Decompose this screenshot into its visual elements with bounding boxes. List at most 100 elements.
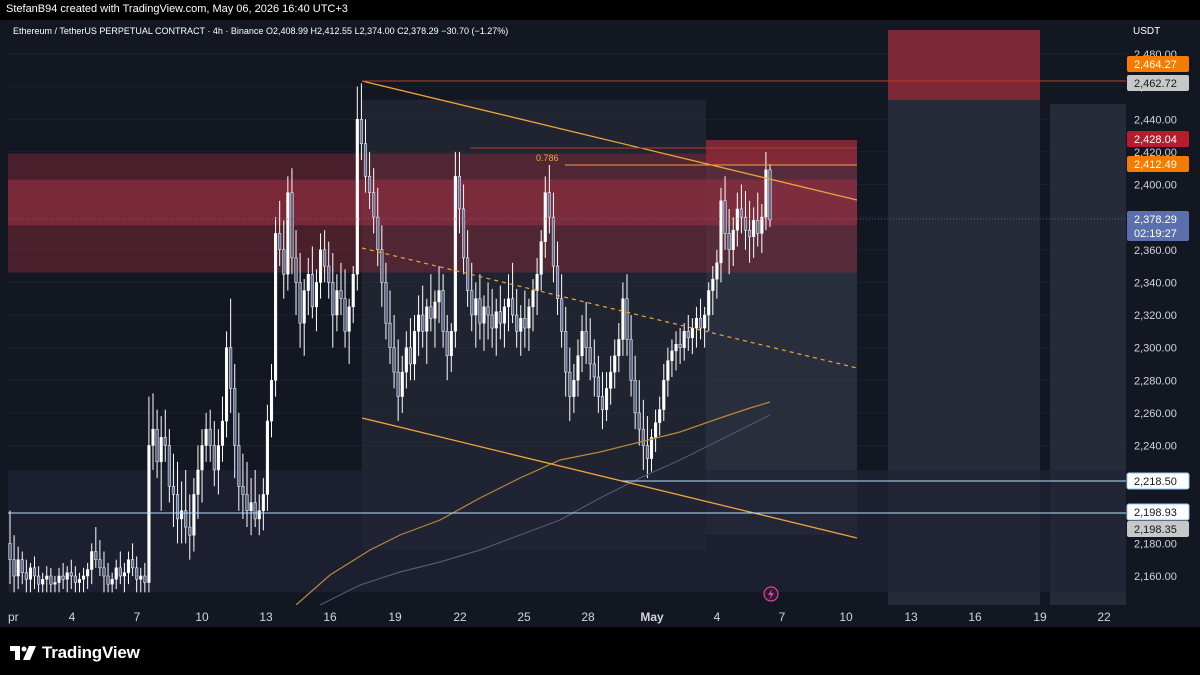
candle[interactable] — [257, 494, 261, 536]
candle[interactable] — [241, 453, 245, 519]
price-tag[interactable]: 2,464.27 — [1127, 56, 1189, 72]
price-tag[interactable]: 2,198.93 — [1126, 503, 1190, 521]
candle[interactable] — [674, 331, 678, 371]
candle[interactable] — [343, 269, 347, 348]
candle[interactable] — [73, 566, 77, 593]
candle[interactable] — [188, 494, 192, 560]
candle[interactable] — [220, 396, 225, 462]
candle[interactable] — [654, 409, 658, 453]
footer-logo[interactable]: TradingView — [10, 642, 140, 664]
candle[interactable] — [323, 230, 327, 283]
candle[interactable] — [81, 567, 86, 593]
candle[interactable] — [12, 535, 16, 593]
candle[interactable] — [564, 306, 568, 397]
candle[interactable] — [41, 572, 45, 593]
candle[interactable] — [519, 305, 523, 356]
candle[interactable] — [698, 298, 703, 340]
candle[interactable] — [686, 315, 690, 351]
candle[interactable] — [65, 566, 69, 593]
candle[interactable] — [155, 409, 159, 479]
candle[interactable] — [613, 339, 617, 389]
candle[interactable] — [670, 339, 674, 377]
candle[interactable] — [649, 429, 654, 472]
candle[interactable] — [143, 562, 147, 593]
candle[interactable] — [20, 551, 24, 585]
candle[interactable] — [24, 559, 28, 593]
candle[interactable] — [32, 556, 37, 590]
candle[interactable] — [122, 562, 126, 593]
candle[interactable] — [617, 323, 621, 373]
candle[interactable] — [175, 461, 180, 544]
candle[interactable] — [131, 543, 135, 576]
candle[interactable] — [45, 566, 49, 593]
price-tag[interactable]: 2,218.50 — [1126, 472, 1190, 490]
candle[interactable] — [466, 230, 470, 307]
candle[interactable] — [53, 576, 57, 593]
price-tag[interactable]: 2,412.49 — [1127, 156, 1189, 172]
candle[interactable] — [61, 562, 65, 590]
candle[interactable] — [102, 551, 106, 593]
candle[interactable] — [580, 315, 584, 373]
candle[interactable] — [98, 540, 102, 576]
candle[interactable] — [392, 315, 396, 389]
candle[interactable] — [380, 225, 384, 307]
candle[interactable] — [768, 164, 772, 227]
candle[interactable] — [37, 566, 41, 593]
candle[interactable] — [216, 429, 220, 495]
candle[interactable] — [363, 119, 368, 193]
candle[interactable] — [290, 168, 294, 275]
candle[interactable] — [302, 279, 306, 356]
candle[interactable] — [126, 551, 131, 585]
candle[interactable] — [8, 510, 12, 585]
candle[interactable] — [739, 184, 743, 234]
candle[interactable] — [723, 176, 727, 250]
candle[interactable] — [269, 363, 274, 438]
candle[interactable] — [114, 559, 118, 590]
candle[interactable] — [731, 217, 735, 267]
candle[interactable] — [748, 200, 752, 263]
candle[interactable] — [180, 481, 184, 544]
candle[interactable] — [445, 315, 449, 381]
candle[interactable] — [86, 562, 90, 590]
candle[interactable] — [641, 399, 645, 470]
candle[interactable] — [298, 253, 302, 348]
candle[interactable] — [233, 363, 237, 479]
candle[interactable] — [57, 567, 61, 593]
candle[interactable] — [94, 527, 98, 568]
candle[interactable] — [229, 298, 233, 413]
currency-label[interactable]: USDT — [1133, 26, 1161, 37]
candle[interactable] — [605, 372, 609, 422]
candle[interactable] — [543, 176, 547, 258]
candle[interactable] — [453, 151, 457, 348]
candle[interactable] — [449, 323, 453, 373]
candle[interactable] — [645, 416, 649, 479]
candle[interactable] — [515, 288, 519, 348]
candle[interactable] — [69, 559, 73, 590]
candle[interactable] — [306, 257, 310, 315]
candle[interactable] — [756, 192, 760, 247]
candle[interactable] — [547, 164, 551, 234]
candle[interactable] — [743, 191, 748, 250]
candle[interactable] — [609, 355, 613, 405]
candle[interactable] — [555, 241, 560, 315]
candle[interactable] — [482, 295, 486, 351]
candle[interactable] — [678, 328, 682, 364]
candle[interactable] — [666, 347, 670, 397]
candle[interactable] — [412, 315, 417, 381]
candle[interactable] — [327, 241, 331, 299]
candle[interactable] — [359, 83, 363, 161]
candle[interactable] — [147, 396, 151, 593]
price-tag[interactable]: 2,428.04 — [1127, 131, 1189, 147]
candle[interactable] — [421, 285, 425, 348]
chart-canvas[interactable]: 0.786 2,480.002,460.002,440.002,420.002,… — [0, 20, 1200, 627]
candle[interactable] — [208, 409, 212, 462]
candle[interactable] — [159, 416, 163, 511]
candle[interactable] — [212, 421, 216, 487]
candle[interactable] — [286, 176, 290, 291]
candle[interactable] — [662, 363, 666, 422]
candle[interactable] — [282, 220, 286, 299]
candle[interactable] — [404, 331, 408, 389]
candle[interactable] — [184, 469, 188, 544]
candle[interactable] — [752, 207, 756, 258]
candle[interactable] — [531, 279, 535, 332]
